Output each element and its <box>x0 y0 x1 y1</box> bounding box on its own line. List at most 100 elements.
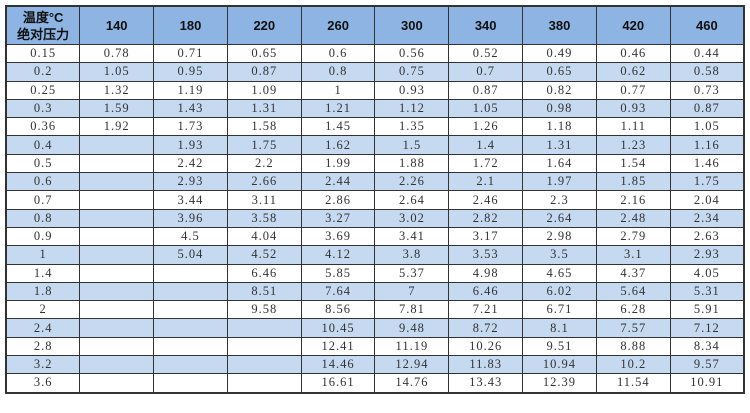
value-cell: 1.58 <box>226 117 302 137</box>
value-cell: 3.5 <box>522 245 597 265</box>
table-row: 0.15 0.78 0.71 0.65 0.6 0.56 0.52 0.49 0.46 0.44 <box>5 43 745 64</box>
value-cell: 3.69 <box>300 226 376 247</box>
value-cell <box>153 355 228 375</box>
column-header: 300 <box>374 5 450 45</box>
value-cell: 1.88 <box>374 153 450 174</box>
pressure-cell: 0.15 <box>5 43 81 64</box>
value-cell <box>153 281 228 302</box>
value-cell: 0.8 <box>300 62 376 82</box>
value-cell: 2.26 <box>374 172 450 192</box>
value-cell <box>79 153 155 174</box>
column-header: 420 <box>595 5 671 45</box>
table-row: 0.3 1.59 1.43 1.31 1.21 1.12 1.05 0.98 0.93 0.87 <box>5 98 745 119</box>
value-cell: 3.8 <box>374 245 450 265</box>
value-cell: 4.05 <box>669 263 745 283</box>
value-cell: 8.1 <box>522 318 597 338</box>
value-cell: 3.1 <box>595 245 671 265</box>
value-cell: 1.35 <box>374 117 450 137</box>
value-cell: 2.44 <box>300 172 376 192</box>
value-cell: 5.04 <box>153 245 228 265</box>
header-row: 温度°C 绝对压力 140 180 220 260 300 340 380 420 460 <box>5 5 745 45</box>
pressure-cell: 0.3 <box>5 98 81 119</box>
value-cell: 1.73 <box>153 117 228 137</box>
value-cell: 4.98 <box>448 263 524 283</box>
value-cell: 1.62 <box>300 135 376 155</box>
value-cell: 1.21 <box>300 98 376 119</box>
pressure-cell: 2.4 <box>5 318 81 338</box>
value-cell: 0.58 <box>669 62 745 82</box>
value-cell: 0.65 <box>522 62 597 82</box>
pressure-cell: 0.25 <box>5 80 81 100</box>
column-header: 340 <box>448 5 524 45</box>
value-cell: 1.93 <box>153 135 228 155</box>
value-cell: 1.97 <box>522 172 597 192</box>
value-cell: 10.2 <box>595 355 671 375</box>
pressure-cell: 0.6 <box>5 172 81 192</box>
value-cell: 6.46 <box>448 281 524 302</box>
value-cell: 4.5 <box>153 226 228 247</box>
value-cell: 7.12 <box>669 318 745 338</box>
value-cell: 0.93 <box>374 80 450 100</box>
table-row: 1 5.04 4.52 4.12 3.8 3.53 3.5 3.1 2.93 <box>5 245 745 265</box>
value-cell: 2.93 <box>669 245 745 265</box>
value-cell: 11.83 <box>448 355 524 375</box>
value-cell: 1.18 <box>522 117 597 137</box>
value-cell: 0.44 <box>669 43 745 64</box>
value-cell: 0.6 <box>300 43 376 64</box>
value-cell: 0.87 <box>226 62 302 82</box>
table-row: 2.4 10.45 9.48 8.72 8.1 7.57 7.12 <box>5 318 745 338</box>
value-cell: 1.05 <box>448 98 524 119</box>
value-cell <box>153 336 228 357</box>
value-cell: 7.81 <box>374 300 450 320</box>
table-row: 0.4 1.93 1.75 1.62 1.5 1.4 1.31 1.23 1.16 <box>5 135 745 155</box>
value-cell: 1.31 <box>522 135 597 155</box>
value-cell: 2.79 <box>595 226 671 247</box>
pressure-cell: 1 <box>5 245 81 265</box>
value-cell: 1.72 <box>448 153 524 174</box>
value-cell: 2.82 <box>448 208 524 228</box>
value-cell <box>79 355 155 375</box>
table-row: 2 9.58 8.56 7.81 7.21 6.71 6.28 5.91 <box>5 300 745 320</box>
value-cell: 1.12 <box>374 98 450 119</box>
value-cell: 1.54 <box>595 153 671 174</box>
value-cell: 1.43 <box>153 98 228 119</box>
value-cell <box>79 281 155 302</box>
value-cell: 2.63 <box>669 226 745 247</box>
pressure-cell: 0.7 <box>5 190 81 210</box>
value-cell: 2.93 <box>153 172 228 192</box>
value-cell: 4.37 <box>595 263 671 283</box>
value-cell: 5.64 <box>595 281 671 302</box>
column-header: 380 <box>522 5 597 45</box>
pressure-cell: 3.6 <box>5 373 81 394</box>
pressure-cell: 2.8 <box>5 336 81 357</box>
value-cell: 10.91 <box>669 373 745 394</box>
value-cell: 2.1 <box>448 172 524 192</box>
value-cell: 3.17 <box>448 226 524 247</box>
value-cell: 1.75 <box>226 135 302 155</box>
pressure-label: 绝对压力 <box>17 26 70 42</box>
value-cell: 0.46 <box>595 43 671 64</box>
value-cell <box>226 355 302 375</box>
value-cell: 0.62 <box>595 62 671 82</box>
value-cell <box>153 300 228 320</box>
value-cell <box>226 318 302 338</box>
column-header: 140 <box>79 5 155 45</box>
value-cell: 9.58 <box>226 300 302 320</box>
table-row: 0.7 3.44 3.11 2.86 2.64 2.46 2.3 2.16 2.04 <box>5 190 745 210</box>
value-cell: 0.87 <box>448 80 524 100</box>
value-cell: 1.5 <box>374 135 450 155</box>
pressure-cell: 1.8 <box>5 281 81 302</box>
value-cell: 0.73 <box>669 80 745 100</box>
value-cell: 6.71 <box>522 300 597 320</box>
value-cell: 7.21 <box>448 300 524 320</box>
value-cell: 1.45 <box>300 117 376 137</box>
value-cell: 1.05 <box>79 62 155 82</box>
value-cell: 2.64 <box>374 190 450 210</box>
value-cell: 1 <box>300 80 376 100</box>
value-cell: 5.85 <box>300 263 376 283</box>
table-row: 2.8 12.41 11.19 10.26 9.51 8.88 8.34 <box>5 336 745 357</box>
value-cell: 2.04 <box>669 190 745 210</box>
value-cell: 8.88 <box>595 336 671 357</box>
table-row: 0.2 1.05 0.95 0.87 0.8 0.75 0.7 0.65 0.62 0.58 <box>5 62 745 82</box>
value-cell: 1.23 <box>595 135 671 155</box>
